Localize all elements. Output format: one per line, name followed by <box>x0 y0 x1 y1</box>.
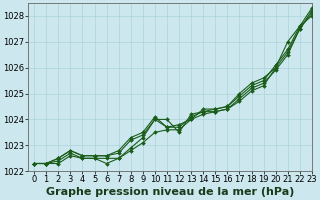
X-axis label: Graphe pression niveau de la mer (hPa): Graphe pression niveau de la mer (hPa) <box>46 187 294 197</box>
